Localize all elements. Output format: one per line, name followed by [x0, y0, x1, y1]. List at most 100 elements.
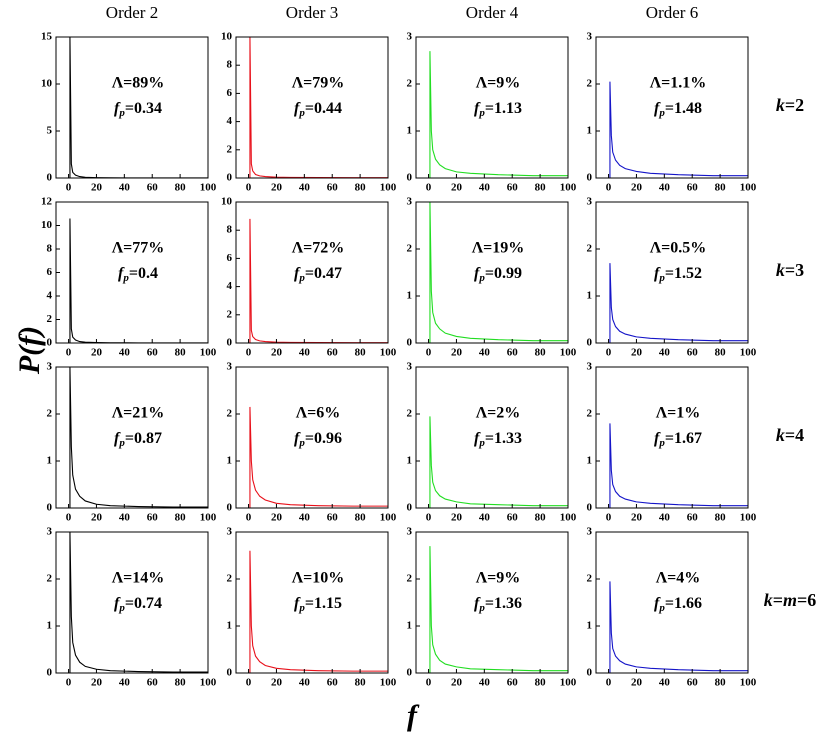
x-tick-label: 80	[175, 347, 187, 359]
x-axis-label: f	[407, 699, 420, 732]
x-tick-label: 80	[355, 677, 367, 689]
y-tick-label: 4	[47, 290, 53, 302]
y-tick-label: 2	[227, 573, 233, 585]
y-tick-label: 1	[407, 125, 413, 137]
x-tick-label: 60	[687, 182, 699, 194]
y-tick-label: 0	[47, 667, 53, 679]
x-tick-label: 100	[560, 347, 577, 359]
fp-label: fp=0.99	[474, 265, 522, 284]
fp-label: fp=1.15	[294, 595, 342, 614]
x-tick-label: 20	[451, 182, 463, 194]
column-title: Order 3	[286, 3, 338, 22]
x-tick-label: 0	[606, 512, 612, 524]
x-tick-label: 60	[687, 512, 699, 524]
fp-label: fp=1.52	[654, 265, 702, 284]
fp-label: fp=1.48	[654, 100, 702, 119]
y-tick-label: 3	[47, 526, 53, 538]
data-line	[69, 531, 208, 673]
lambda-label: Λ=9%	[476, 570, 521, 587]
data-line	[249, 550, 388, 673]
x-tick-label: 40	[119, 347, 131, 359]
lambda-label: Λ=1%	[656, 405, 701, 422]
x-tick-label: 80	[355, 182, 367, 194]
lambda-label: Λ=79%	[292, 75, 345, 92]
lambda-label: Λ=72%	[292, 240, 345, 257]
x-tick-label: 100	[200, 677, 217, 689]
x-tick-label: 40	[119, 677, 131, 689]
x-tick-label: 100	[740, 677, 757, 689]
fp-label: fp=0.34	[114, 100, 162, 119]
fp-label: fp=0.74	[114, 595, 162, 614]
plot-frame	[595, 201, 749, 344]
data-line	[609, 423, 748, 508]
y-tick-label: 3	[587, 196, 593, 208]
plot-frame	[415, 201, 569, 344]
x-tick-label: 40	[119, 512, 131, 524]
plot-frame	[235, 36, 389, 179]
y-tick-label: 10	[41, 219, 53, 231]
x-tick-label: 100	[560, 677, 577, 689]
x-tick-label: 40	[299, 677, 311, 689]
y-tick-label: 2	[47, 313, 53, 325]
y-tick-label: 3	[47, 361, 53, 373]
x-tick-label: 100	[380, 512, 397, 524]
x-tick-label: 80	[715, 512, 727, 524]
row-label: k=4	[776, 425, 804, 445]
plot-frame	[55, 366, 209, 509]
y-tick-label: 1	[47, 620, 53, 632]
y-axis-label: P(f)	[13, 326, 46, 375]
y-tick-label: 3	[587, 31, 593, 43]
x-tick-label: 0	[66, 512, 72, 524]
y-tick-label: 0	[47, 172, 53, 184]
lambda-label: Λ=0.5%	[650, 240, 707, 257]
lambda-label: Λ=21%	[112, 405, 165, 422]
lambda-label: Λ=6%	[296, 405, 341, 422]
plot-frame	[415, 36, 569, 179]
x-tick-label: 20	[451, 347, 463, 359]
y-tick-label: 3	[407, 361, 413, 373]
x-tick-label: 100	[200, 347, 217, 359]
data-line	[609, 263, 748, 343]
fp-label: fp=0.4	[118, 265, 158, 284]
y-tick-label: 2	[587, 573, 593, 585]
x-tick-label: 80	[535, 677, 547, 689]
x-tick-label: 0	[246, 677, 252, 689]
y-tick-label: 0	[407, 337, 413, 349]
y-tick-label: 3	[227, 361, 233, 373]
x-tick-label: 60	[147, 677, 159, 689]
x-tick-label: 60	[327, 182, 339, 194]
column-title: Order 2	[106, 3, 158, 22]
lambda-label: Λ=9%	[476, 75, 521, 92]
row-label: k=2	[776, 95, 804, 115]
x-tick-label: 40	[299, 512, 311, 524]
y-tick-label: 3	[407, 196, 413, 208]
x-tick-label: 60	[327, 512, 339, 524]
y-tick-label: 12	[41, 196, 53, 208]
y-tick-label: 2	[407, 243, 413, 255]
row-label: k=3	[776, 260, 804, 280]
y-tick-label: 0	[587, 172, 593, 184]
plot-frame	[415, 366, 569, 509]
x-tick-label: 0	[426, 182, 432, 194]
row-label: k=m=6	[764, 590, 817, 610]
y-tick-label: 2	[407, 408, 413, 420]
lambda-label: Λ=10%	[292, 570, 345, 587]
y-tick-label: 0	[227, 337, 233, 349]
data-line	[429, 416, 568, 508]
x-tick-label: 80	[715, 182, 727, 194]
y-tick-label: 3	[407, 31, 413, 43]
y-tick-label: 5	[47, 125, 53, 137]
y-tick-label: 1	[227, 455, 233, 467]
x-tick-label: 100	[380, 347, 397, 359]
y-tick-label: 4	[227, 115, 233, 127]
y-tick-label: 2	[407, 78, 413, 90]
x-tick-label: 0	[66, 182, 72, 194]
x-tick-label: 60	[147, 182, 159, 194]
plot-frame	[235, 531, 389, 674]
y-tick-label: 1	[407, 620, 413, 632]
y-tick-label: 2	[407, 573, 413, 585]
data-line	[429, 546, 568, 673]
x-tick-label: 20	[91, 677, 103, 689]
x-tick-label: 40	[479, 182, 491, 194]
